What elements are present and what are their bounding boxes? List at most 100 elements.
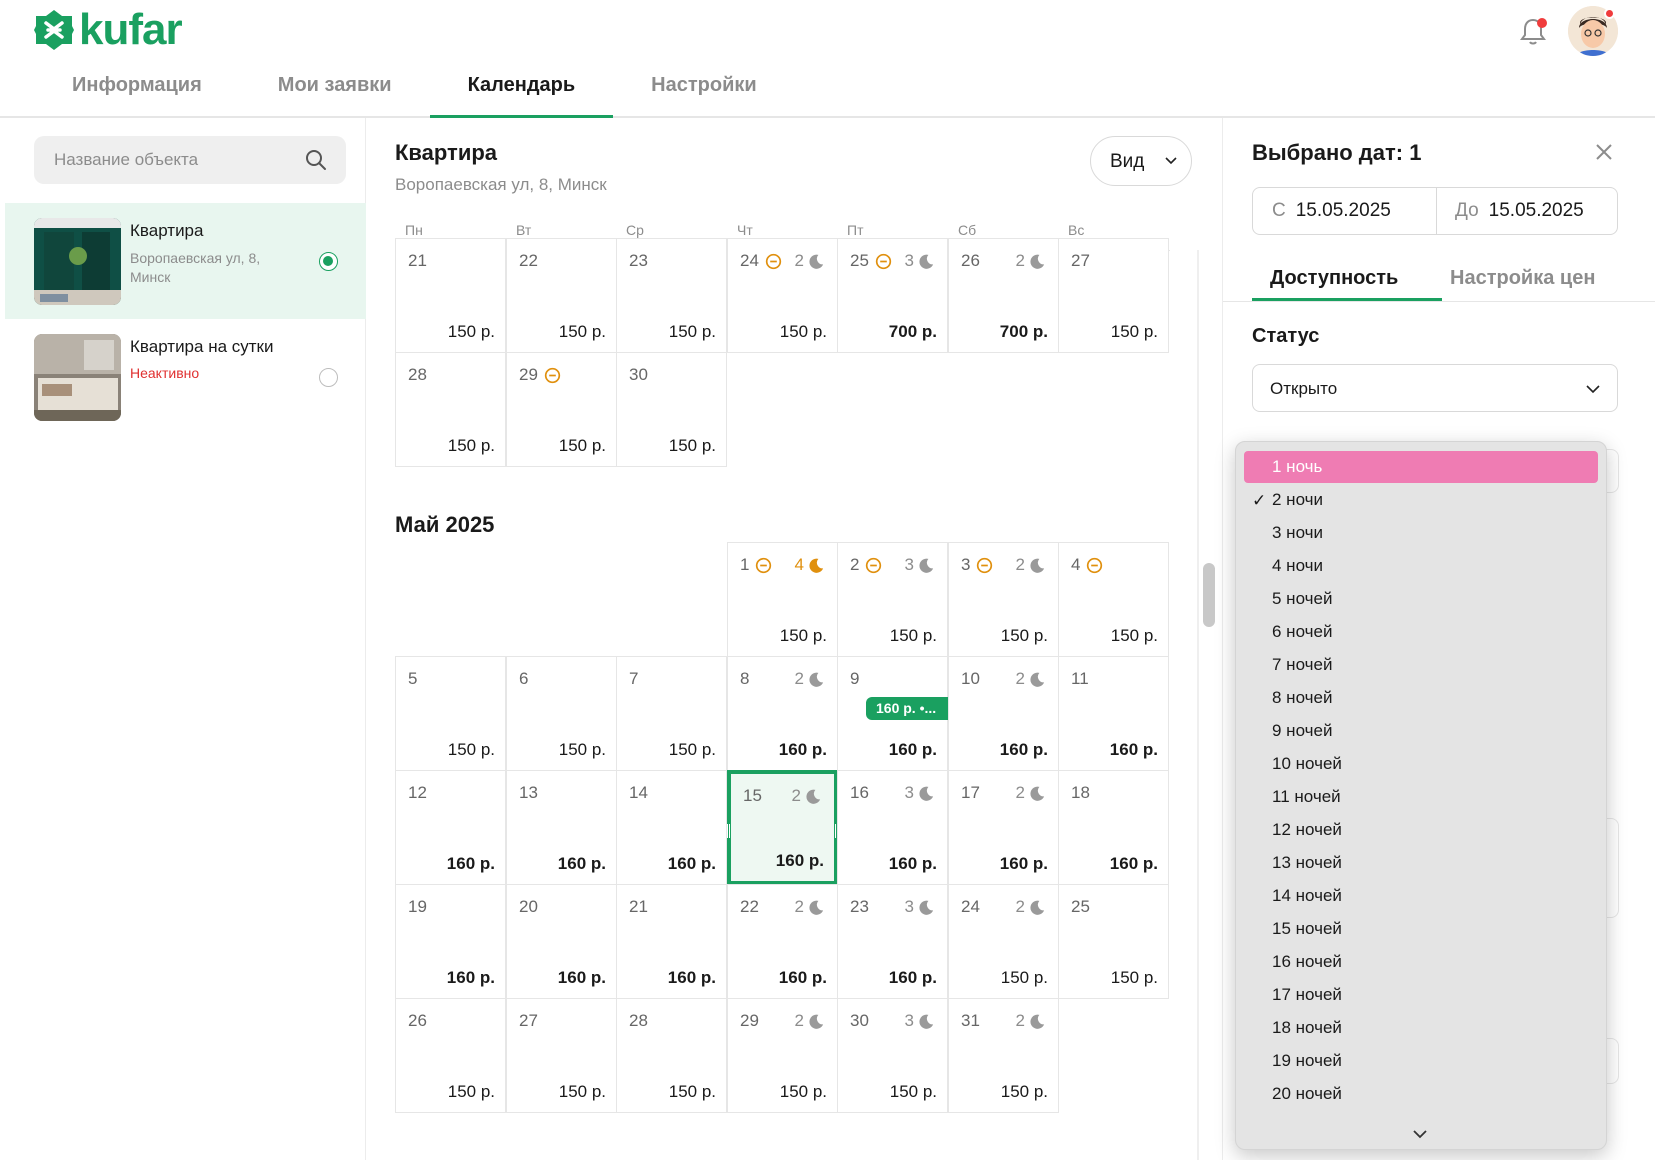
calendar-day-cell[interactable]: 29 2 150 р. <box>727 998 838 1113</box>
object-item-kvartira[interactable]: Квартира Воропаевская ул, 8, Минск <box>5 203 366 319</box>
min-nights-dropdown[interactable]: 1 ночь ✓ 2 ночи 3 ночи 4 ночи 5 ночей 6 ночей 7… <box>1235 441 1607 1150</box>
dropdown-option[interactable]: 1 ночь <box>1244 451 1598 483</box>
calendar-day-cell[interactable]: 24 2 150 р. <box>727 238 838 353</box>
day-price: 700 р. <box>999 322 1048 341</box>
calendar-day-cell[interactable]: 17 2 160 р. <box>948 770 1059 885</box>
dropdown-option[interactable]: 16 ночей <box>1244 946 1598 978</box>
object-radio[interactable] <box>319 368 338 387</box>
avatar[interactable] <box>1568 6 1618 56</box>
dropdown-option[interactable]: ✓ 2 ночи <box>1244 484 1598 516</box>
price-rule-chip[interactable]: 160 р. •... <box>866 697 966 720</box>
calendar-day-cell[interactable]: 28 150 р. <box>395 352 506 467</box>
min-nights-count: 3 <box>904 783 914 802</box>
calendar-day-cell[interactable]: 26 2 700 р. <box>948 238 1059 353</box>
calendar-day-cell[interactable]: 15 2 160 р. <box>727 770 838 885</box>
min-nights-count: 2 <box>1015 669 1025 688</box>
tab-my-requests[interactable]: Мои заявки <box>277 74 392 96</box>
range-handle-left[interactable] <box>727 824 730 838</box>
calendar-day-cell[interactable]: 31 2 150 р. <box>948 998 1059 1113</box>
calendar-day-cell[interactable]: 22 2 160 р. <box>727 884 838 999</box>
kufar-logo[interactable]: kufar <box>33 8 183 52</box>
search-icon[interactable] <box>304 148 328 172</box>
min-nights-indicator: 2 <box>1016 1011 1046 1031</box>
calendar-day-cell[interactable]: 9 160 р. •... 160 р. <box>837 656 966 771</box>
calendar-day-cell[interactable]: 14 160 р. <box>616 770 727 885</box>
calendar-day-cell[interactable]: 6 150 р. <box>506 656 617 771</box>
calendar-day-cell[interactable]: 25 3 700 р. <box>837 238 948 353</box>
moon-icon <box>919 786 934 801</box>
calendar-day-cell[interactable]: 13 160 р. <box>506 770 617 885</box>
calendar-day-cell[interactable]: 26 150 р. <box>395 998 506 1113</box>
calendar-day-cell[interactable]: 27 150 р. <box>1058 238 1169 353</box>
calendar-scrollbar-thumb[interactable] <box>1203 563 1215 627</box>
calendar-day-cell[interactable]: 21 150 р. <box>395 238 506 353</box>
chevron-down-icon[interactable] <box>1412 1126 1428 1142</box>
tab-info[interactable]: Информация <box>72 74 202 96</box>
min-nights-indicator: 2 <box>1016 555 1046 575</box>
tab-availability[interactable]: Доступность <box>1270 267 1399 289</box>
object-search-input[interactable]: Название объекта <box>34 136 346 184</box>
calendar-day-cell[interactable]: 20 160 р. <box>506 884 617 999</box>
day-price: 160 р. <box>446 968 495 987</box>
panel-title: Выбрано дат: 1 <box>1252 140 1422 165</box>
dropdown-option[interactable]: 12 ночей <box>1244 814 1598 846</box>
calendar-day-cell[interactable]: 12 160 р. <box>395 770 506 885</box>
dropdown-option[interactable]: 8 ночей <box>1244 682 1598 714</box>
dropdown-option[interactable]: 10 ночей <box>1244 748 1598 780</box>
dropdown-option[interactable]: 3 ночи <box>1244 517 1598 549</box>
date-range-field[interactable]: С 15.05.2025 До 15.05.2025 <box>1252 187 1618 235</box>
day-number: 8 <box>740 669 750 688</box>
moon-icon <box>809 558 824 573</box>
calendar-day-cell[interactable]: 18 160 р. <box>1058 770 1169 885</box>
date-from-label: С <box>1272 200 1286 221</box>
calendar-day-cell[interactable]: 21 160 р. <box>616 884 727 999</box>
dropdown-option[interactable]: 11 ночей <box>1244 781 1598 813</box>
dropdown-option[interactable]: 13 ночей <box>1244 847 1598 879</box>
object-item-kvartira-na-sutki[interactable]: Квартира на сутки Неактивно <box>5 319 366 435</box>
calendar-day-cell[interactable]: 7 150 р. <box>616 656 727 771</box>
min-nights-count: 4 <box>794 555 804 574</box>
object-radio-selected[interactable] <box>319 252 338 271</box>
dropdown-option[interactable]: 20 ночей <box>1244 1078 1598 1110</box>
calendar-day-cell[interactable]: 23 3 160 р. <box>837 884 948 999</box>
date-from-field[interactable]: С 15.05.2025 <box>1272 188 1391 234</box>
calendar-day-cell[interactable]: 22 150 р. <box>506 238 617 353</box>
calendar-day-cell[interactable]: 11 160 р. <box>1058 656 1169 771</box>
calendar-day-cell[interactable]: 3 2 150 р. <box>948 542 1059 657</box>
calendar-day-cell[interactable]: 10 2 160 р. <box>948 656 1059 771</box>
dropdown-option[interactable]: 9 ночей <box>1244 715 1598 747</box>
dropdown-option[interactable]: 17 ночей <box>1244 979 1598 1011</box>
calendar-day-cell[interactable]: 4 150 р. <box>1058 542 1169 657</box>
tab-price-settings[interactable]: Настройка цен <box>1450 267 1596 289</box>
dropdown-option[interactable]: 15 ночей <box>1244 913 1598 945</box>
calendar-day-cell[interactable]: 16 3 160 р. <box>837 770 948 885</box>
calendar-day-cell[interactable]: 29 150 р. <box>506 352 617 467</box>
calendar-day-cell[interactable]: 19 160 р. <box>395 884 506 999</box>
calendar-day-cell[interactable]: 30 3 150 р. <box>837 998 948 1113</box>
dropdown-option[interactable]: 14 ночей <box>1244 880 1598 912</box>
calendar-day-cell[interactable]: 30 150 р. <box>616 352 727 467</box>
date-to-field[interactable]: До 15.05.2025 <box>1455 188 1584 234</box>
view-button-label: Вид <box>1110 151 1145 172</box>
tab-settings[interactable]: Настройки <box>651 74 757 96</box>
calendar-day-cell[interactable]: 25 150 р. <box>1058 884 1169 999</box>
tab-calendar[interactable]: Календарь <box>429 62 614 118</box>
calendar-day-cell[interactable]: 28 150 р. <box>616 998 727 1113</box>
close-icon[interactable] <box>1594 142 1614 162</box>
calendar-day-cell[interactable]: 8 2 160 р. <box>727 656 838 771</box>
calendar-day-cell[interactable]: 24 2 150 р. <box>948 884 1059 999</box>
dropdown-option[interactable]: 6 ночей <box>1244 616 1598 648</box>
dropdown-option[interactable]: 5 ночей <box>1244 583 1598 615</box>
day-number: 22 <box>740 897 759 916</box>
calendar-day-cell[interactable]: 5 150 р. <box>395 656 506 771</box>
view-button[interactable]: Вид <box>1090 136 1192 186</box>
status-select[interactable]: Открыто <box>1252 364 1618 412</box>
dropdown-option[interactable]: 18 ночей <box>1244 1012 1598 1044</box>
dropdown-option[interactable]: 7 ночей <box>1244 649 1598 681</box>
dropdown-option[interactable]: 19 ночей <box>1244 1045 1598 1077</box>
dropdown-option[interactable]: 4 ночи <box>1244 550 1598 582</box>
calendar-day-cell[interactable]: 1 4 150 р. <box>727 542 838 657</box>
calendar-day-cell[interactable]: 27 150 р. <box>506 998 617 1113</box>
